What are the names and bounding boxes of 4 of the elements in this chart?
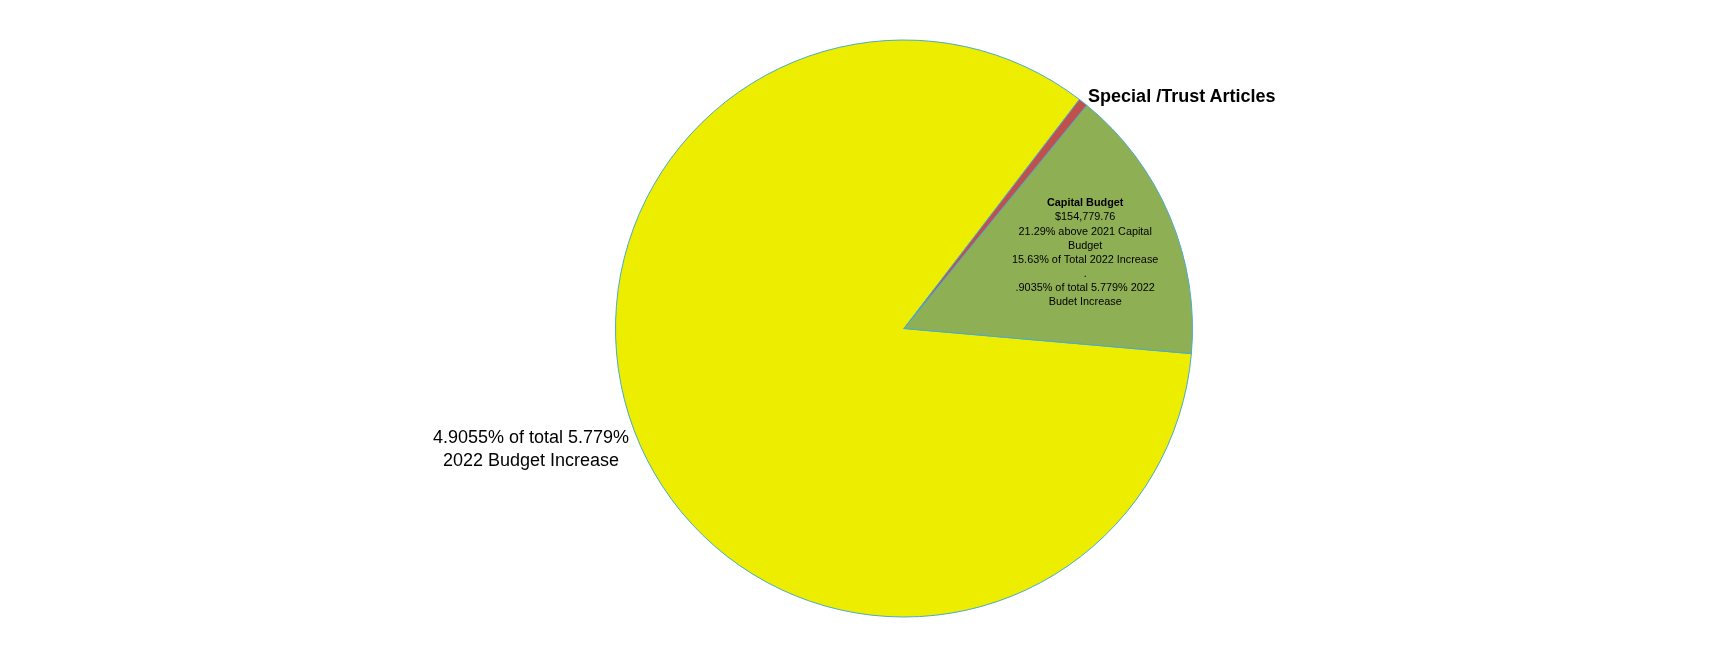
data-label: 4.9055% of total 5.779% 2022 Budget Increase xyxy=(432,426,630,471)
slice-label: Special /Trust Articles xyxy=(1088,86,1276,107)
slice-label: Capital Budget xyxy=(1046,196,1124,209)
data-label: $154,779.76 21.29% above 2021 Capital Budget 15.63% of Total 2022 Increase . .9035% of total 5.779% 2022 Budet Increase xyxy=(1012,210,1159,308)
